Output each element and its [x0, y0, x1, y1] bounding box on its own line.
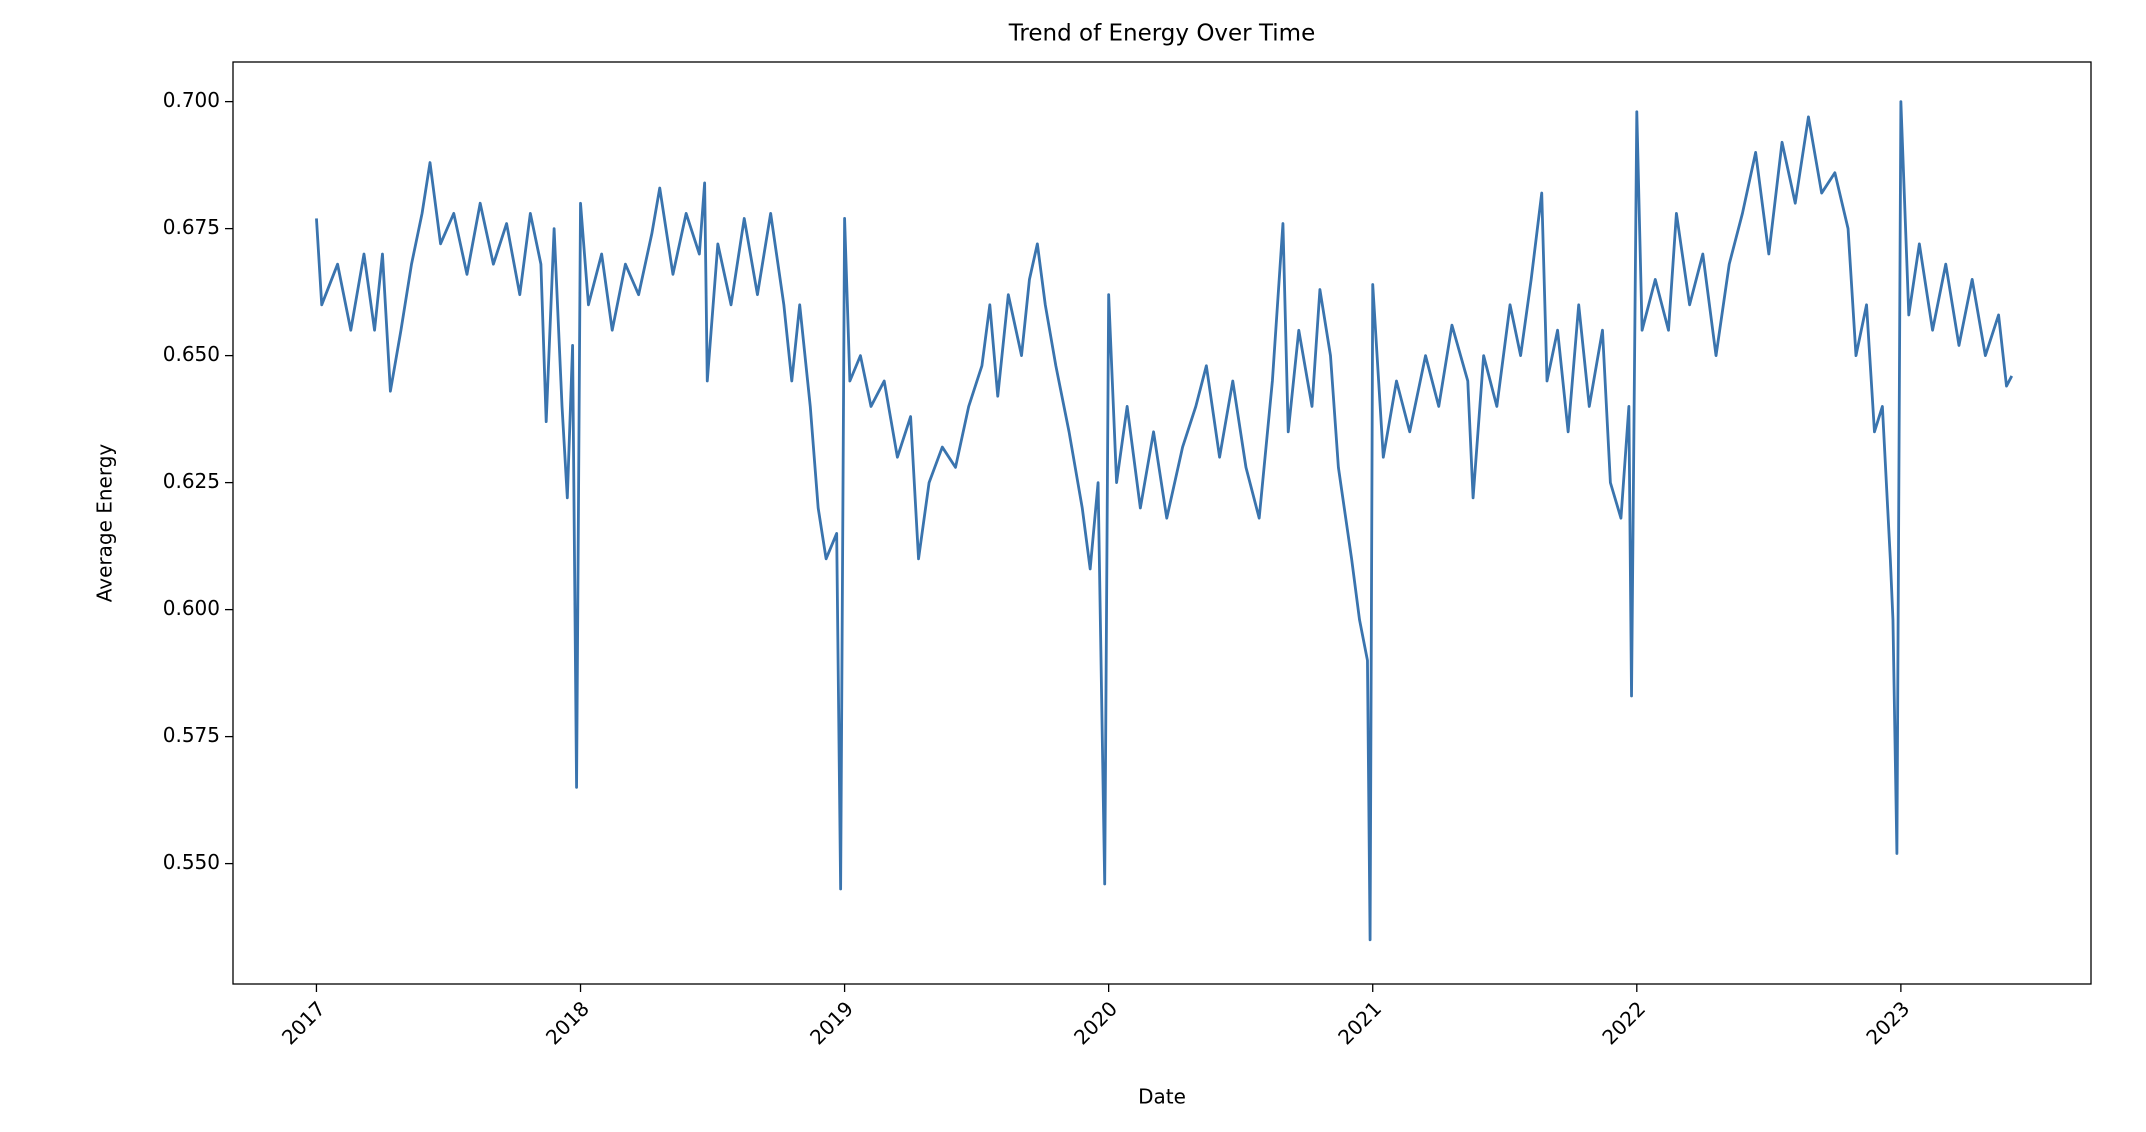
plot-frame: [232, 61, 2092, 985]
y-tick-label: 0.675: [163, 215, 220, 239]
y-tick-label: 0.650: [163, 342, 220, 366]
y-tick-label: 0.575: [163, 723, 220, 747]
x-tick-label: 2020: [1069, 996, 1122, 1049]
x-tick-label: 2023: [1861, 996, 1914, 1049]
y-tick-label: 0.600: [163, 596, 220, 620]
chart-title: Trend of Energy Over Time: [1008, 21, 1316, 47]
x-tick-label: 2017: [277, 996, 330, 1049]
x-tick-label: 2022: [1597, 996, 1650, 1049]
x-tick-label: 2021: [1333, 996, 1386, 1049]
data-line: [315, 100, 2014, 942]
x-axis-label: Date: [1138, 1085, 1186, 1109]
x-tick-label: 2018: [541, 996, 594, 1049]
x-tick-label: 2019: [805, 996, 858, 1049]
y-tick-label: 0.700: [163, 88, 220, 112]
y-tick-label: 0.550: [163, 850, 220, 874]
y-tick-label: 0.625: [163, 469, 220, 493]
y-axis-label: Average Energy: [93, 444, 117, 603]
